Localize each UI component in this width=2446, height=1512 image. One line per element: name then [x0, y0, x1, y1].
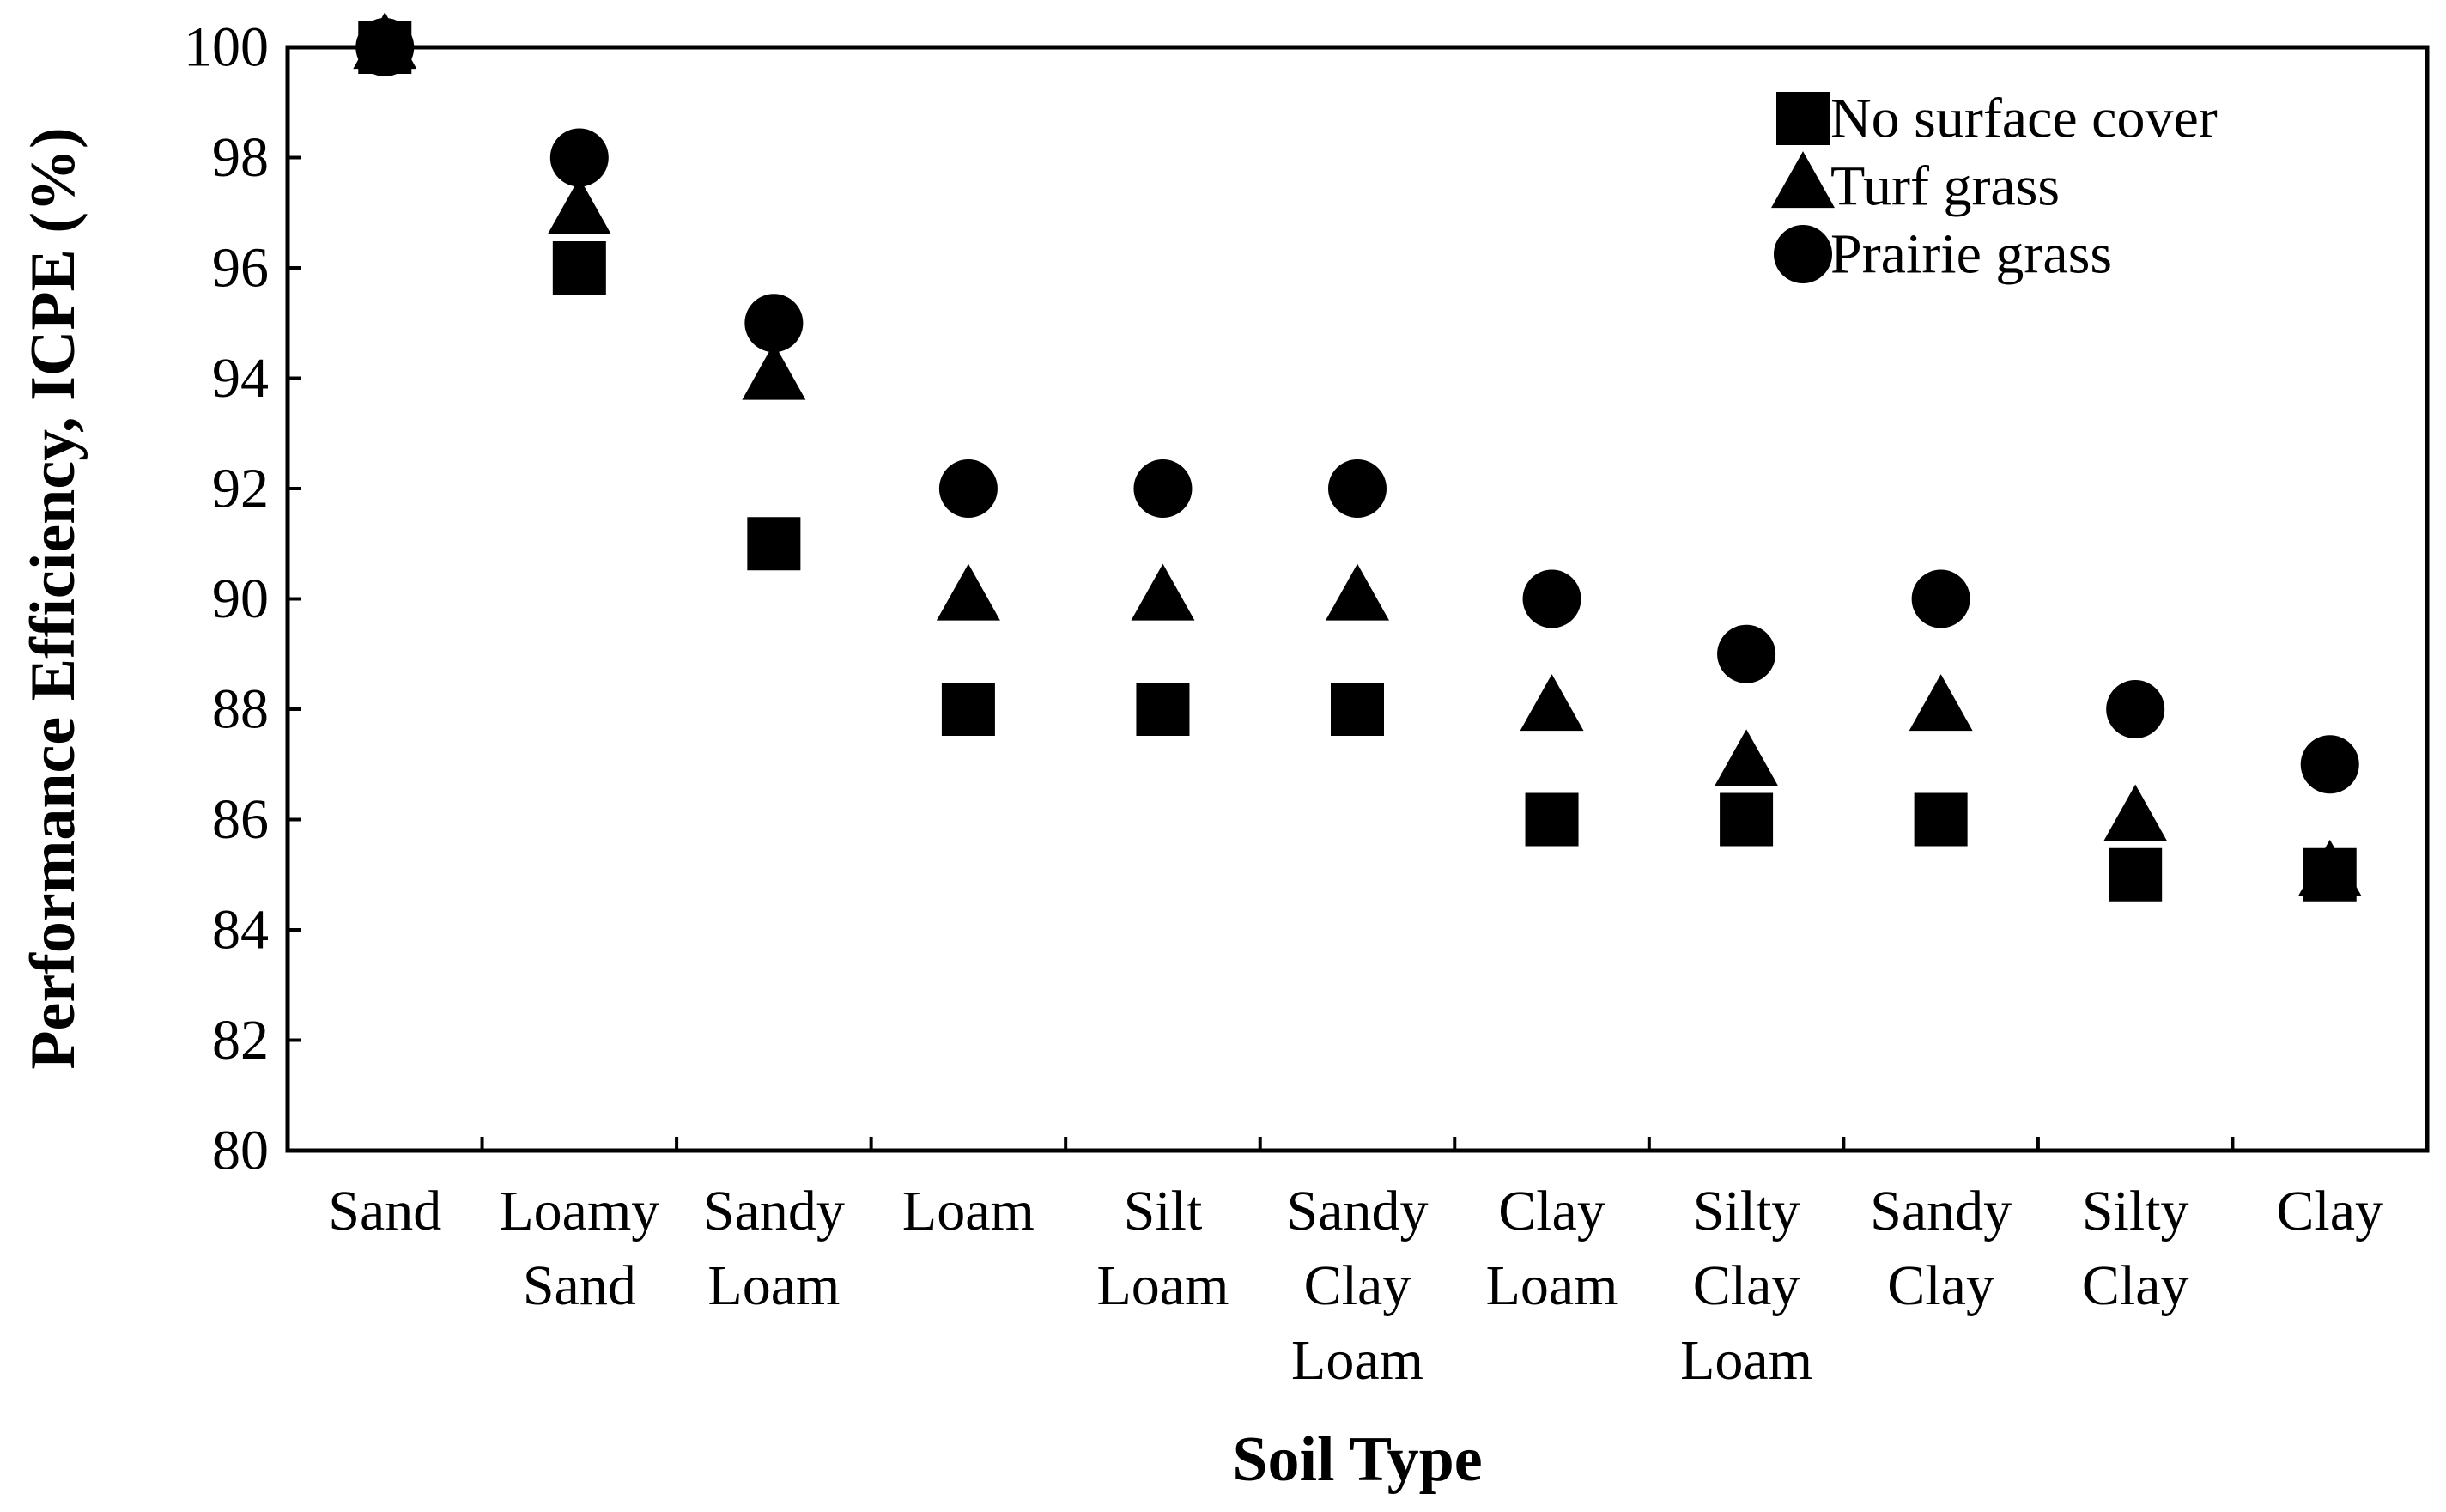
y-tick-label: 84 — [212, 899, 269, 962]
legend-label: No surface cover — [1830, 88, 2218, 150]
x-category-label: Clay Loam — [1486, 1180, 1618, 1317]
y-tick-label: 82 — [212, 1009, 269, 1072]
data-point-no-surface-cover-square — [2109, 847, 2163, 902]
y-tick-label: 96 — [212, 237, 269, 300]
x-category-label: Silty Clay — [2082, 1180, 2189, 1317]
data-point-turf-grass-triangle — [1909, 674, 1973, 732]
data-point-prairie-grass-circle — [1522, 569, 1581, 628]
y-tick-label: 100 — [184, 16, 269, 79]
x-category-label: Loam — [902, 1180, 1035, 1242]
legend-marker-square — [1776, 92, 1830, 145]
legend-marker-circle — [1774, 225, 1832, 283]
data-point-turf-grass-triangle — [1326, 563, 1389, 621]
data-point-prairie-grass-circle — [744, 294, 804, 353]
x-axis-ticks — [480, 1137, 2235, 1151]
data-point-turf-grass-triangle — [936, 563, 1000, 621]
data-point-prairie-grass-circle — [1717, 624, 1776, 683]
y-tick-label: 88 — [212, 678, 269, 741]
data-point-turf-grass-triangle — [547, 177, 611, 234]
x-category-label: Silt Loam — [1096, 1180, 1229, 1317]
data-point-prairie-grass-circle — [355, 18, 415, 76]
x-category-label: Silty Clay Loam — [1680, 1180, 1812, 1392]
data-point-no-surface-cover-square — [747, 517, 801, 571]
y-tick-label: 86 — [212, 788, 269, 851]
plot-area — [285, 12, 2430, 1153]
y-axis-title: Performance Efficiency, ICPE (%) — [18, 127, 88, 1069]
legend-label: Prairie grass — [1830, 223, 2112, 286]
data-point-prairie-grass-circle — [2300, 735, 2359, 794]
data-point-no-surface-cover-square — [1914, 792, 1968, 847]
data-point-turf-grass-triangle — [2103, 784, 2168, 841]
y-axis-ticks — [288, 46, 301, 1152]
y-tick-label: 90 — [212, 568, 269, 630]
data-point-prairie-grass-circle — [549, 128, 609, 187]
data-point-no-surface-cover-square — [1720, 792, 1774, 847]
data-point-prairie-grass-circle — [938, 459, 998, 518]
data-markers — [353, 12, 2362, 902]
data-point-turf-grass-triangle — [2297, 839, 2362, 896]
data-point-turf-grass-triangle — [1131, 563, 1195, 621]
data-point-turf-grass-triangle — [742, 343, 806, 400]
x-category-label: Loamy Sand — [499, 1180, 659, 1317]
data-point-prairie-grass-circle — [1133, 459, 1193, 518]
data-point-no-surface-cover-square — [1331, 683, 1384, 736]
x-axis-category-labels: Sand Loamy Sand Sandy Loam Loam Silt Loam Sandy C… — [328, 1180, 2383, 1392]
y-tick-label: 80 — [212, 1120, 269, 1182]
x-category-label: Sand — [328, 1180, 441, 1242]
legend-marker-triangle — [1771, 151, 1835, 209]
data-point-turf-grass-triangle — [1520, 674, 1584, 732]
x-category-label: Clay — [2276, 1180, 2383, 1242]
y-axis-tick-labels: 80 82 84 86 88 90 92 94 96 98 100 — [184, 16, 269, 1182]
data-point-no-surface-cover-square — [552, 241, 606, 295]
y-tick-label: 94 — [212, 347, 269, 410]
x-category-label: Sandy Clay — [1870, 1180, 2012, 1317]
y-tick-label: 98 — [212, 126, 269, 189]
data-point-turf-grass-triangle — [1715, 729, 1779, 786]
data-point-prairie-grass-circle — [1328, 459, 1387, 518]
y-tick-label: 92 — [212, 458, 269, 520]
data-point-no-surface-cover-square — [1136, 683, 1190, 736]
data-point-prairie-grass-circle — [1911, 569, 1970, 628]
x-category-label: Sandy Clay Loam — [1287, 1180, 1429, 1392]
data-point-no-surface-cover-square — [941, 683, 995, 736]
x-axis-title: Soil Type — [1232, 1424, 1482, 1495]
data-point-prairie-grass-circle — [2106, 680, 2165, 738]
legend-label: Turf grass — [1830, 155, 2060, 218]
x-category-label: Sandy Loam — [703, 1180, 845, 1317]
data-point-no-surface-cover-square — [1525, 792, 1579, 847]
